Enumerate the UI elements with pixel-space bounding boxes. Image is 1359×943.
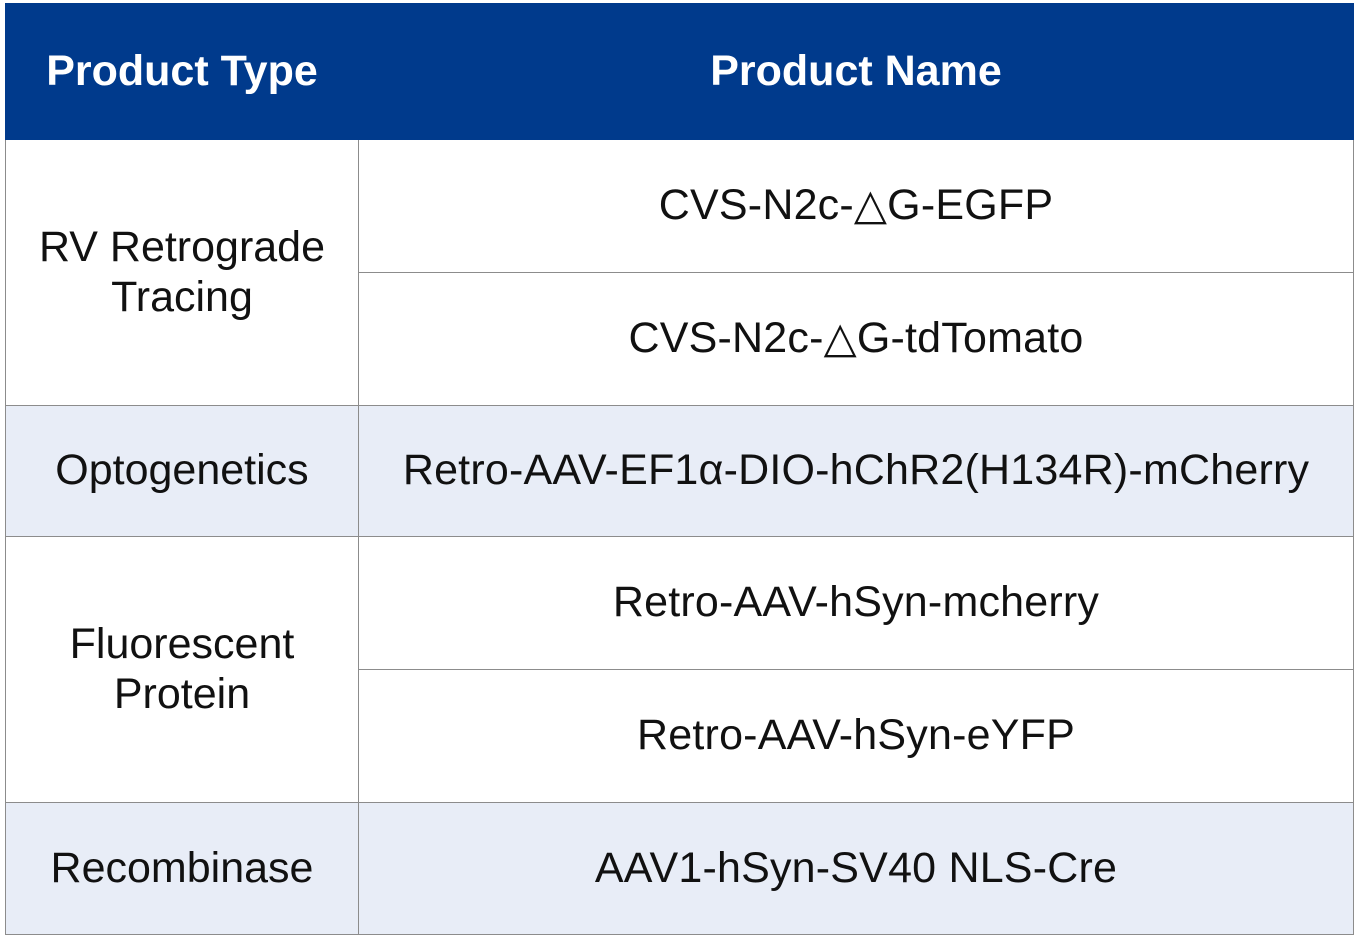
table-row: RV Retrograde Tracing CVS-N2c-△G-EGFP bbox=[5, 139, 1354, 406]
header-product-type: Product Type bbox=[5, 3, 359, 140]
table-row: Recombinase AAV1-hSyn-SV40 NLS-Cre bbox=[5, 802, 1354, 935]
product-type-line: Recombinase bbox=[50, 843, 314, 892]
table-row: Retro-AAV-hSyn-eYFP bbox=[6, 669, 1354, 803]
product-name-cell: CVS-N2c-△G-EGFP bbox=[358, 139, 1354, 273]
product-type-line: RV Retrograde bbox=[38, 223, 326, 272]
table-row: CVS-N2c-△G-tdTomato bbox=[6, 272, 1354, 406]
product-name-cell: Retro-AAV-EF1α-DIO-hChR2(H134R)-mCherry bbox=[358, 405, 1354, 537]
product-type-cell-recombinase: Recombinase bbox=[5, 802, 359, 935]
table-row: Fluorescent Protein Retro-AAV-hSyn-mcher… bbox=[5, 536, 1354, 803]
table-row: Optogenetics Retro-AAV-EF1α-DIO-hChR2(H1… bbox=[5, 405, 1354, 537]
product-name-cell: AAV1-hSyn-SV40 NLS-Cre bbox=[358, 802, 1354, 935]
product-name-cell: Retro-AAV-hSyn-eYFP bbox=[358, 669, 1354, 803]
product-table: Product Type Product Name RV Retrograde … bbox=[5, 3, 1354, 935]
header-product-name: Product Name bbox=[358, 3, 1354, 140]
header-row: Product Type Product Name bbox=[5, 3, 1354, 140]
product-type-line: Fluorescent bbox=[69, 620, 295, 669]
product-name-cell: CVS-N2c-△G-tdTomato bbox=[358, 272, 1354, 406]
product-type-line: Protein bbox=[113, 669, 251, 718]
product-type-cell-rv-retrograde-tracing: RV Retrograde Tracing bbox=[5, 139, 359, 406]
product-type-line: Tracing bbox=[111, 272, 253, 321]
product-name-cell: Retro-AAV-hSyn-mcherry bbox=[358, 536, 1354, 670]
product-type-line: Optogenetics bbox=[55, 446, 309, 495]
product-type-cell-optogenetics: Optogenetics bbox=[5, 405, 359, 537]
product-type-cell-fluorescent-protein: Fluorescent Protein bbox=[5, 536, 359, 803]
